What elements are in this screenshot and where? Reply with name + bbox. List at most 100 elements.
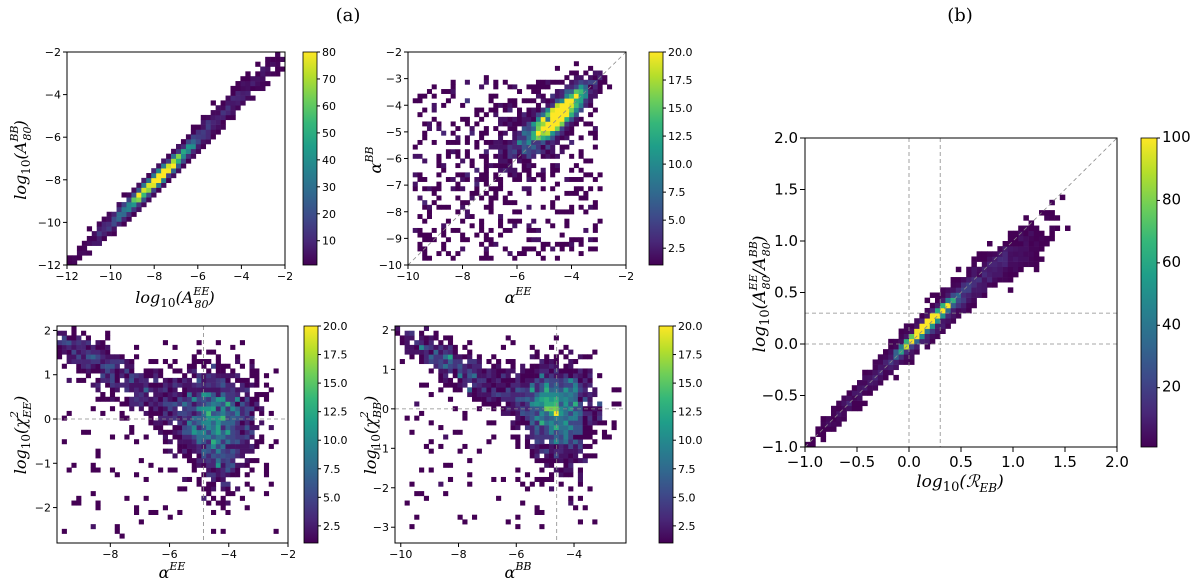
p4-bin xyxy=(592,519,598,525)
p4-bin xyxy=(582,382,588,388)
p5-bin xyxy=(961,302,967,309)
p1-bin xyxy=(76,250,83,256)
p2-bin xyxy=(554,167,560,173)
p4-bin xyxy=(428,344,434,350)
p3-bin xyxy=(186,368,193,374)
p4-bin xyxy=(438,425,444,431)
p4-bin xyxy=(553,392,559,398)
p5-bin xyxy=(945,302,951,309)
p1-bin xyxy=(190,139,197,145)
p4-bin xyxy=(577,382,583,388)
p4-bin xyxy=(452,349,458,355)
p2-bin xyxy=(535,116,541,122)
p3-bin xyxy=(124,387,130,393)
p2-bin xyxy=(526,186,532,192)
p2-bin xyxy=(488,139,494,145)
p4-bin xyxy=(505,377,511,383)
p4-bin xyxy=(486,401,492,407)
p4-bin xyxy=(419,467,425,473)
p4-bin xyxy=(399,340,405,346)
p3-bin xyxy=(76,354,82,360)
p2-bin xyxy=(554,102,560,108)
p1-bin xyxy=(111,221,117,227)
p2-bin xyxy=(445,149,451,155)
p2-xtick-label: −2 xyxy=(618,270,634,283)
p5-bin xyxy=(867,390,873,396)
p4-bin xyxy=(534,439,540,445)
p2-bin xyxy=(483,246,489,252)
p3-bin xyxy=(186,448,193,454)
p3-bin xyxy=(215,500,221,506)
p5-bin xyxy=(867,369,873,376)
p4-bin xyxy=(404,415,410,421)
p4-bin xyxy=(539,382,545,388)
p4-bin xyxy=(491,382,497,388)
p2-bin xyxy=(531,218,537,224)
p3-bin xyxy=(162,401,168,407)
p5-bin xyxy=(950,318,957,324)
p4-bin xyxy=(529,396,535,402)
p3-bin xyxy=(148,359,154,365)
p2-bin xyxy=(578,237,584,243)
p3-bin xyxy=(211,410,217,416)
p3-bin xyxy=(172,368,178,374)
p3-bin xyxy=(220,377,226,383)
p2-bin xyxy=(545,241,551,247)
p2-bin xyxy=(436,195,442,201)
p5-bin xyxy=(872,369,879,376)
p2-bin xyxy=(592,227,598,233)
p5-bin xyxy=(1054,225,1061,231)
p4-bin xyxy=(438,363,444,369)
p2-bin xyxy=(550,135,556,141)
p2-bin xyxy=(512,209,518,215)
p3-bin xyxy=(268,387,274,393)
p1-bin xyxy=(151,177,157,183)
p2-bin xyxy=(540,139,546,145)
p5-bin xyxy=(955,307,962,314)
p3-bin xyxy=(95,349,101,355)
p1-bin xyxy=(131,206,137,213)
p5-bin xyxy=(1033,235,1040,242)
p2-bin xyxy=(498,149,504,155)
p1-bin xyxy=(180,139,187,145)
p3-bin xyxy=(206,382,212,388)
p3-bin xyxy=(153,382,159,388)
p4-bin xyxy=(544,377,550,383)
p4-bin xyxy=(500,368,506,374)
p2-bin xyxy=(460,204,466,210)
p3-bin xyxy=(225,448,231,454)
p4-bin xyxy=(515,410,521,416)
p3-bin xyxy=(211,392,217,398)
p3-bin xyxy=(191,448,197,454)
p5-bin xyxy=(903,323,910,329)
p3-bin xyxy=(249,368,255,374)
p2-bin xyxy=(441,232,447,238)
p2-bin xyxy=(483,79,489,85)
p2-bin xyxy=(417,177,423,182)
p2-bin xyxy=(488,209,494,215)
p3-bin xyxy=(124,368,130,374)
p4-bin xyxy=(452,406,458,412)
p4-bin xyxy=(534,434,540,440)
p4-bin xyxy=(428,439,434,445)
p2-bin xyxy=(588,102,594,108)
p3-colorbar xyxy=(303,325,319,544)
p1-bin xyxy=(235,105,241,111)
p5-bin xyxy=(825,426,832,432)
p4-bin xyxy=(496,387,502,393)
p3-bin xyxy=(158,425,164,431)
p4-bin xyxy=(419,344,425,350)
p3-bin xyxy=(105,382,111,388)
p4-bin xyxy=(529,443,535,449)
p3-bin xyxy=(162,377,168,383)
p2-bin xyxy=(507,167,513,173)
p5-bin xyxy=(961,307,967,314)
p2-bin xyxy=(531,227,537,233)
p3-xtick-label: −2 xyxy=(280,548,296,561)
p2-bin xyxy=(597,84,603,90)
p3-bin xyxy=(211,439,217,445)
p4-bin xyxy=(510,340,516,346)
p4-bin xyxy=(423,326,429,332)
p3-bin xyxy=(148,410,154,416)
p5-bin xyxy=(976,251,983,257)
